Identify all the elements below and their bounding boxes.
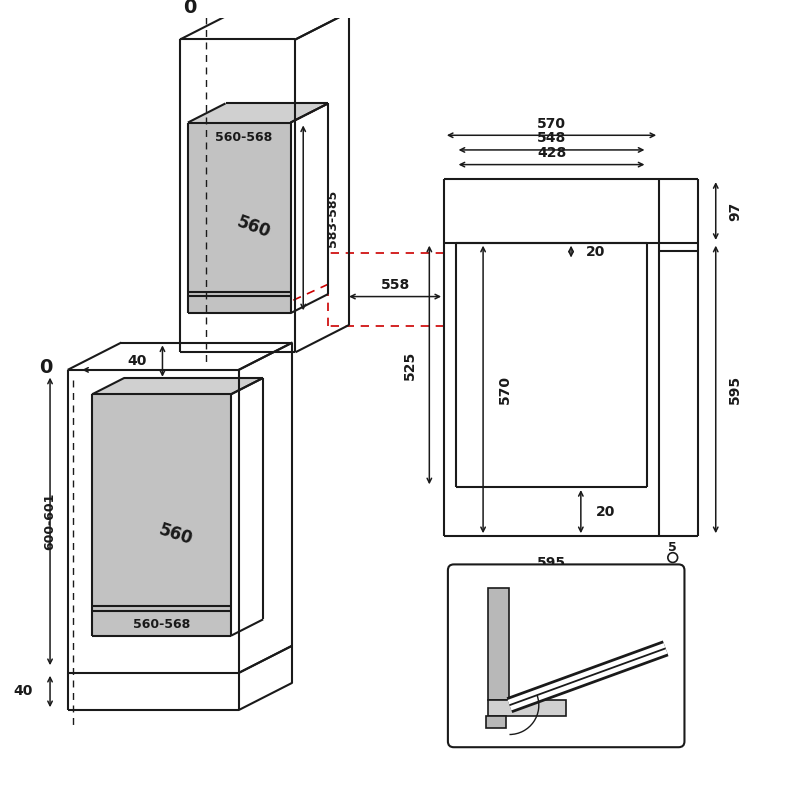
Text: 428: 428 bbox=[537, 146, 566, 160]
Polygon shape bbox=[92, 394, 231, 636]
Text: 5: 5 bbox=[668, 542, 677, 554]
Text: 560: 560 bbox=[157, 520, 195, 548]
Text: 20: 20 bbox=[586, 245, 605, 258]
Text: 525: 525 bbox=[402, 350, 417, 380]
Text: 560-568: 560-568 bbox=[215, 130, 272, 144]
Text: 570: 570 bbox=[498, 375, 511, 404]
Polygon shape bbox=[188, 122, 290, 313]
Text: 460: 460 bbox=[573, 586, 602, 600]
Text: 595: 595 bbox=[728, 375, 742, 404]
Polygon shape bbox=[188, 103, 328, 122]
Text: 600-601: 600-601 bbox=[43, 493, 57, 550]
Text: 558: 558 bbox=[381, 278, 410, 292]
Text: 583-585: 583-585 bbox=[326, 190, 339, 246]
Polygon shape bbox=[92, 378, 263, 394]
Text: 0: 0 bbox=[650, 702, 658, 715]
Text: 97: 97 bbox=[728, 202, 742, 221]
Bar bbox=[488, 588, 510, 700]
Text: 40: 40 bbox=[13, 685, 33, 698]
Bar bbox=[486, 716, 506, 728]
Text: 560-568: 560-568 bbox=[133, 618, 190, 630]
Text: 560: 560 bbox=[234, 213, 273, 242]
Text: 0: 0 bbox=[183, 0, 197, 17]
Text: 40: 40 bbox=[127, 354, 147, 368]
Text: 89°: 89° bbox=[543, 674, 570, 688]
Text: 0: 0 bbox=[39, 358, 53, 378]
FancyBboxPatch shape bbox=[448, 565, 685, 747]
Text: 9: 9 bbox=[650, 715, 658, 728]
Bar bbox=[488, 700, 566, 716]
Text: 20: 20 bbox=[595, 505, 615, 518]
Text: 595: 595 bbox=[537, 557, 566, 570]
Text: 548: 548 bbox=[537, 131, 566, 146]
Text: 570: 570 bbox=[537, 117, 566, 130]
